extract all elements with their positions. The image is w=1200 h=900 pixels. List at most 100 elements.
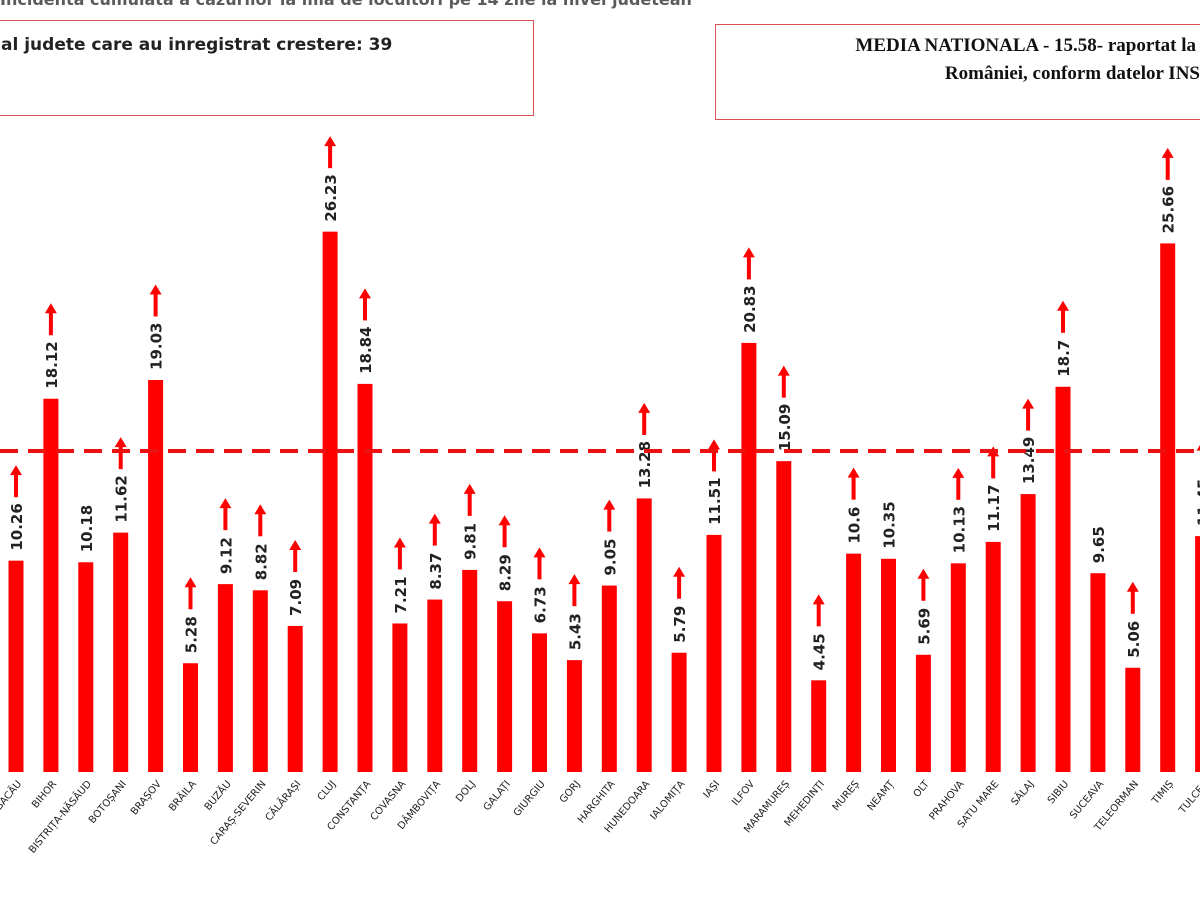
- increase-arrow: [777, 365, 790, 398]
- category-label: BRĂILA: [166, 777, 199, 813]
- increase-arrow: [847, 467, 860, 500]
- value-label: 18.7: [1055, 340, 1073, 377]
- national-average-box: MEDIA NATIONALA - 15.58- raportat la Rom…: [715, 24, 1200, 120]
- bar: [113, 532, 129, 772]
- value-label: 11.45: [1195, 479, 1200, 526]
- increase-arrow: [254, 504, 267, 537]
- bar: [776, 461, 792, 772]
- increase-arrow: [10, 465, 22, 498]
- increase-count-text: al judete care au inregistrat crestere: …: [1, 35, 393, 55]
- value-label: 19.03: [148, 323, 166, 370]
- bar: [1020, 494, 1036, 772]
- value-label: 10.18: [78, 505, 96, 552]
- bar: [741, 342, 757, 772]
- bar: [636, 498, 652, 772]
- increase-arrow: [952, 467, 965, 500]
- bar: [1195, 536, 1200, 772]
- value-labels-group: 10.26 18.12 10.18 11.62 19.03 5.28 9.12 8.82 7.0…: [8, 174, 1200, 670]
- bars-group: [8, 231, 1200, 773]
- increase-arrow: [1022, 398, 1035, 431]
- increase-arrow: [393, 537, 406, 570]
- value-label: 7.21: [392, 576, 410, 613]
- increase-arrow: [917, 568, 930, 601]
- category-label: CLUJ: [316, 779, 339, 803]
- value-label: 9.65: [1090, 526, 1108, 563]
- value-label: 5.28: [183, 616, 201, 653]
- value-label: 13.28: [636, 441, 654, 488]
- category-label: GORJ: [558, 779, 583, 806]
- bar: [671, 652, 687, 772]
- value-label: 26.23: [322, 174, 340, 221]
- category-label: DOLJ: [454, 779, 478, 805]
- bar: [1125, 667, 1141, 772]
- increase-arrow: [1126, 581, 1139, 614]
- bar: [392, 623, 408, 772]
- bar: [811, 680, 827, 772]
- category-label: TIMIȘ: [1150, 779, 1176, 808]
- value-label: 11.62: [113, 475, 131, 522]
- value-label: 10.6: [846, 507, 864, 544]
- increase-arrow: [1196, 444, 1200, 451]
- value-label: 5.43: [566, 613, 584, 650]
- national-average-line1: MEDIA NATIONALA - 15.58- raportat la: [855, 35, 1196, 56]
- increase-arrow: [1057, 300, 1069, 333]
- increase-arrow: [568, 574, 581, 607]
- value-label: 8.37: [427, 553, 445, 590]
- category-label: BACĂU: [0, 778, 24, 813]
- bar: [915, 654, 931, 772]
- increase-arrow: [533, 547, 546, 580]
- bar: [8, 560, 24, 772]
- category-label: BRAȘOV: [129, 779, 164, 818]
- bar: [357, 383, 373, 772]
- increase-arrow: [498, 515, 511, 548]
- bar: [881, 558, 896, 772]
- bar: [601, 585, 617, 772]
- increase-arrow: [638, 402, 651, 435]
- category-label: MUREȘ: [831, 779, 862, 813]
- increase-arrow: [708, 439, 720, 472]
- value-label: 11.51: [706, 477, 724, 524]
- value-label: 25.66: [1160, 186, 1178, 233]
- value-label: 10.13: [950, 506, 968, 553]
- value-label: 13.49: [1020, 437, 1038, 484]
- value-label: 9.05: [601, 539, 619, 576]
- value-label: 18.84: [357, 326, 375, 373]
- category-label: OLT: [912, 778, 933, 800]
- bar: [183, 663, 198, 772]
- category-label: NEAMȚ: [866, 778, 898, 813]
- increase-arrow: [463, 483, 476, 516]
- category-label: TULCEA: [1177, 779, 1200, 817]
- bar: [462, 569, 478, 772]
- value-label: 5.79: [671, 606, 689, 643]
- increase-arrow: [1161, 147, 1174, 180]
- value-label: 7.09: [287, 579, 305, 616]
- category-label: IALOMIȚA: [648, 779, 687, 823]
- increase-arrow: [359, 288, 371, 321]
- bar: [950, 563, 966, 772]
- increase-arrow: [114, 437, 127, 470]
- bar: [497, 601, 513, 772]
- category-label: GIURGIU: [512, 779, 548, 819]
- value-label: 6.73: [532, 586, 550, 623]
- bar: [1055, 386, 1071, 772]
- category-label: IAȘI: [702, 779, 723, 801]
- increase-arrow: [324, 136, 337, 169]
- bar: [43, 398, 59, 772]
- value-label: 15.09: [776, 404, 794, 451]
- value-label: 5.69: [915, 608, 933, 645]
- increase-arrow: [742, 247, 755, 280]
- bar: [78, 562, 94, 772]
- cut-title: Incidenta cumulata a cazurilor la mia de…: [0, 0, 692, 9]
- category-label: SĂLAJ: [1008, 778, 1036, 808]
- bar: [846, 553, 862, 772]
- bar: [706, 534, 722, 772]
- bar: [985, 541, 1001, 772]
- increase-arrow: [603, 499, 616, 532]
- increase-count-box: al judete care au inregistrat crestere: …: [0, 20, 534, 116]
- increase-arrow: [289, 539, 302, 572]
- value-label: 9.81: [462, 523, 480, 560]
- bar: [427, 599, 443, 772]
- increase-arrow: [428, 513, 441, 546]
- increase-arrow: [184, 577, 197, 610]
